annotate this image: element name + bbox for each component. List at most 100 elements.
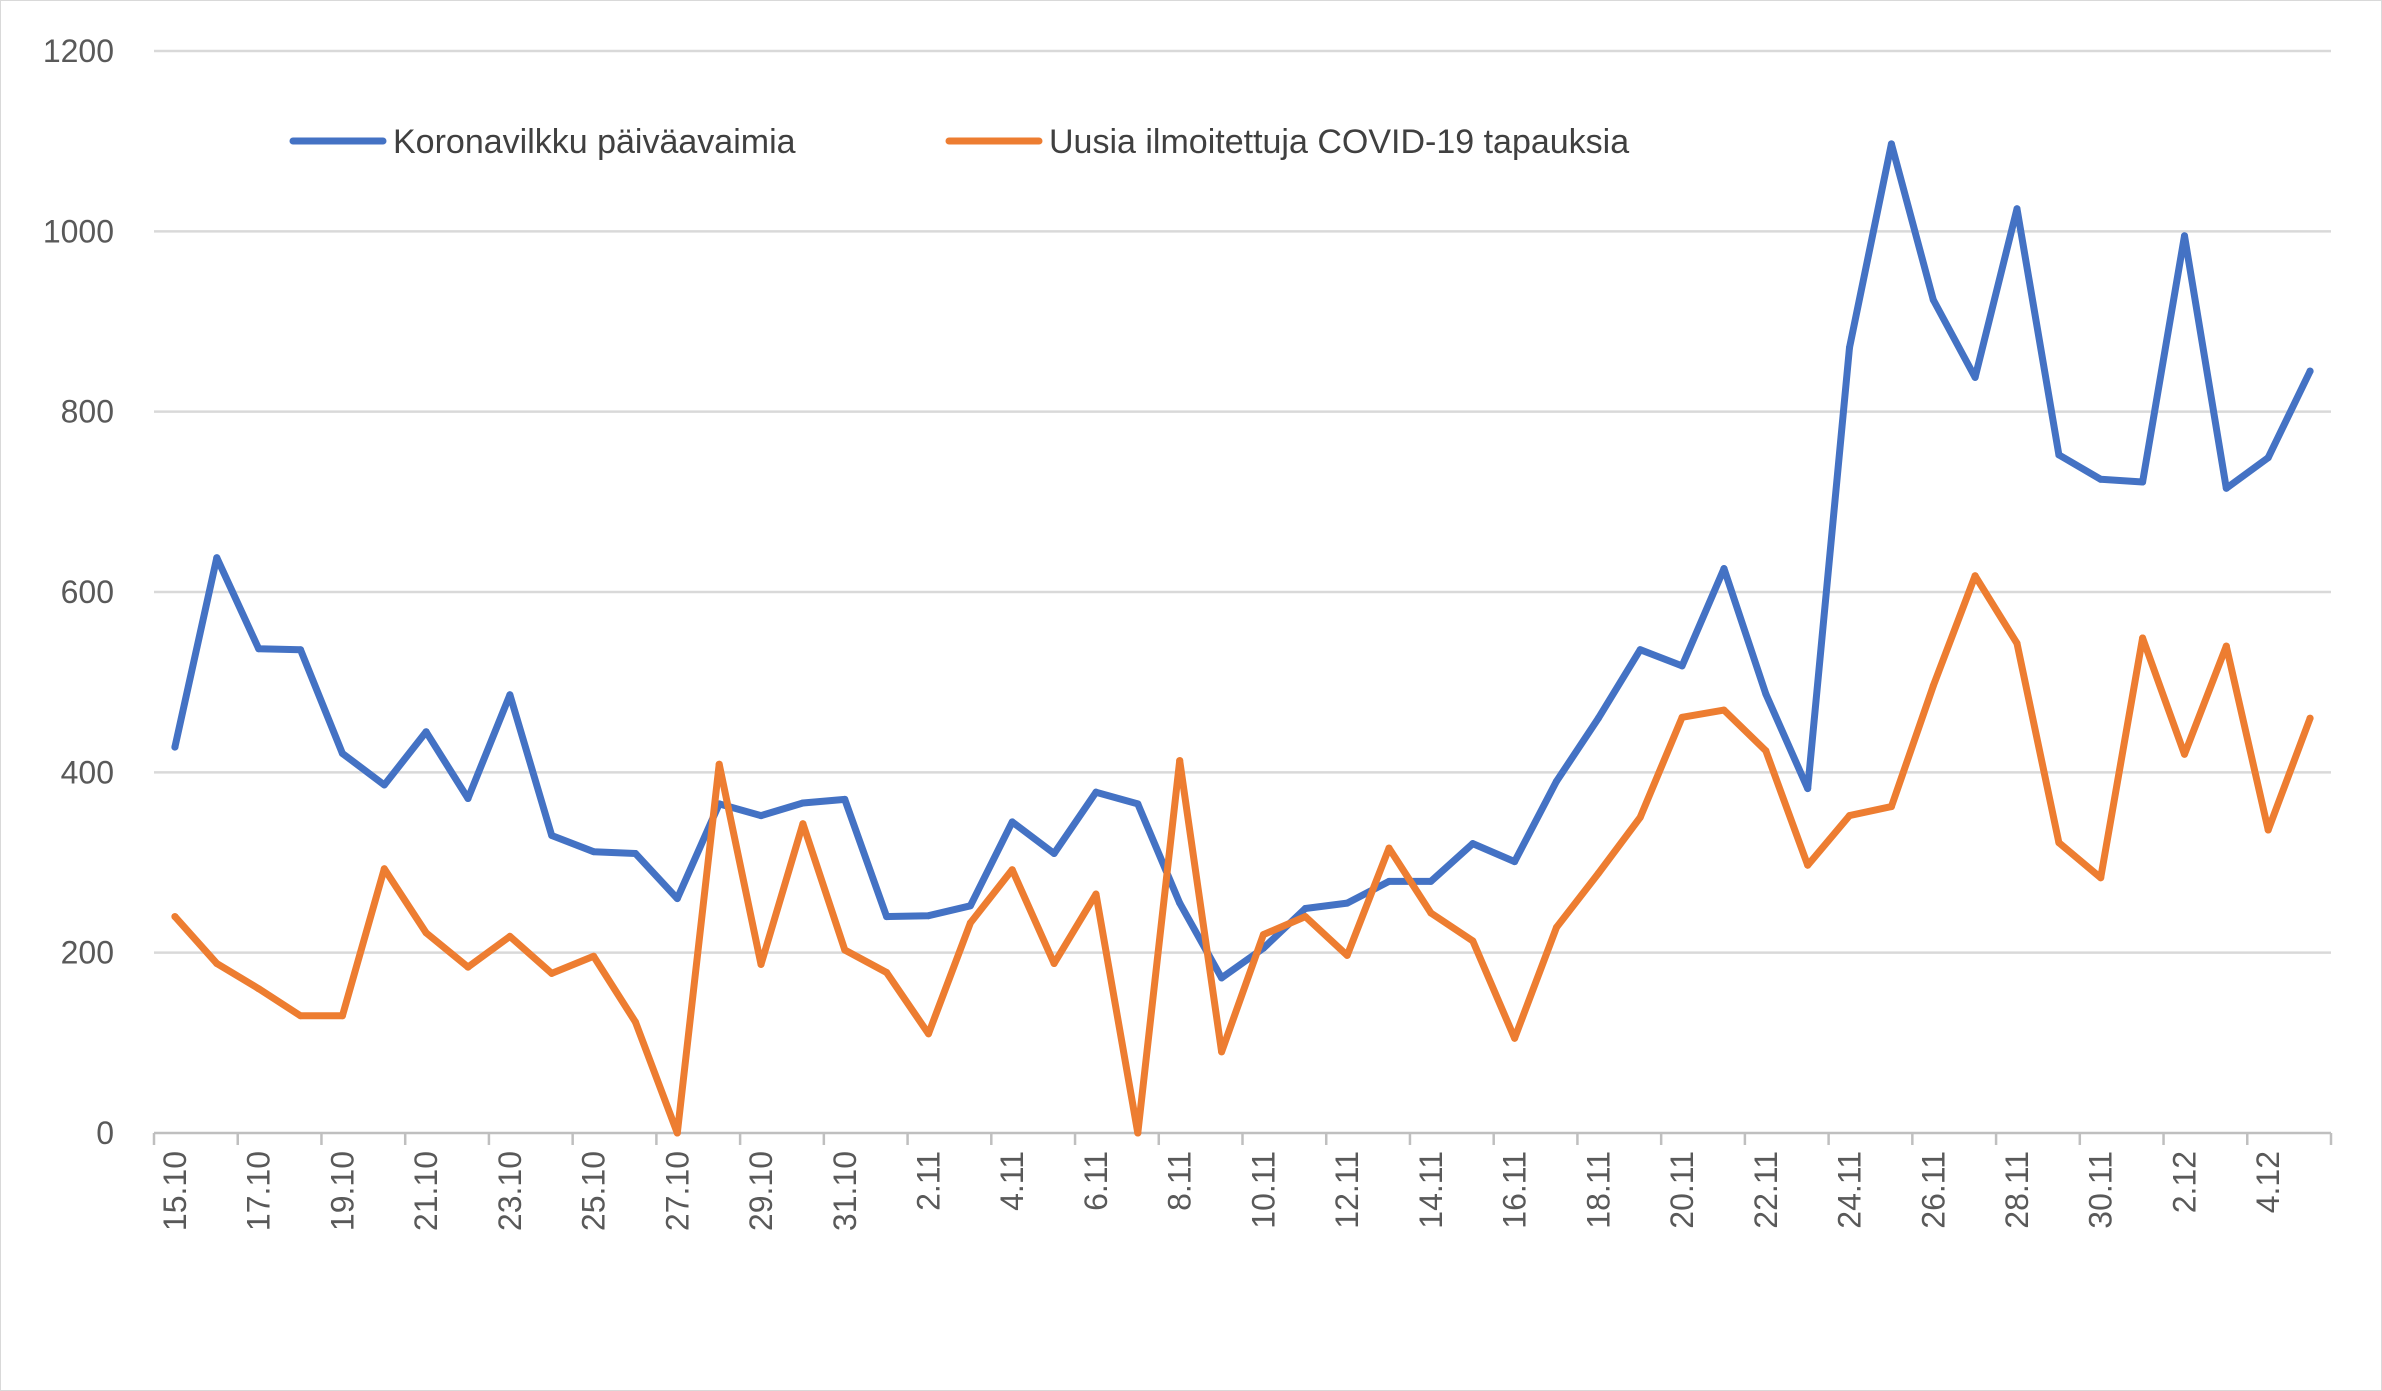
x-tick-label: 20.11 — [1664, 1151, 1700, 1229]
data-point-s1-30 — [1427, 909, 1435, 917]
data-point-s0-28 — [1343, 899, 1351, 907]
x-tick-label: 19.10 — [324, 1151, 360, 1231]
data-point-s0-38 — [1762, 690, 1770, 698]
data-point-s0-8 — [506, 691, 514, 699]
data-point-s1-41 — [1887, 803, 1895, 811]
data-point-s0-6 — [422, 728, 430, 736]
y-tick-label-0: 0 — [96, 1115, 114, 1151]
data-point-s1-3 — [297, 1012, 305, 1020]
data-point-s1-40 — [1846, 812, 1854, 820]
data-point-s1-28 — [1343, 951, 1351, 959]
data-point-s1-46 — [2097, 874, 2105, 882]
data-point-s1-29 — [1385, 844, 1393, 852]
x-tick-label: 25.10 — [576, 1151, 612, 1231]
x-tick-label: 10.11 — [1245, 1151, 1281, 1229]
x-tick-label: 26.11 — [1915, 1151, 1951, 1229]
data-point-s1-31 — [1469, 937, 1477, 945]
gridlines — [154, 49, 2331, 954]
legend-label-covid-cases: Uusia ilmoitettuja COVID-19 tapauksia — [1049, 123, 1629, 161]
data-point-s0-10 — [590, 848, 598, 856]
data-point-s1-1 — [213, 959, 221, 967]
data-point-s0-17 — [883, 913, 891, 921]
x-axis: 15.10 17.10 19.10 21.10 23.10 25.10 27.10 29.10… — [152, 1131, 2333, 1231]
series-line-1 — [171, 572, 2314, 1137]
data-point-s1-8 — [506, 932, 514, 940]
legend: Koronavilkku päiväavaimia Uusia ilmoitet… — [289, 123, 1629, 161]
x-tick-label: 2.12 — [2166, 1151, 2202, 1213]
data-point-s0-34 — [1594, 714, 1602, 722]
data-point-s0-9 — [548, 831, 556, 839]
data-point-s1-27 — [1301, 913, 1309, 921]
x-tick-label: 2.11 — [911, 1151, 947, 1211]
x-tick-label: 6.11 — [1078, 1151, 1114, 1211]
y-tick-label-600: 600 — [61, 574, 114, 610]
data-point-s1-2 — [255, 985, 263, 993]
data-point-s0-37 — [1720, 565, 1728, 573]
data-point-s1-17 — [883, 969, 891, 977]
data-point-s0-51 — [2306, 367, 2314, 375]
data-point-s0-23 — [1134, 800, 1142, 808]
data-point-s0-42 — [1929, 296, 1937, 304]
x-tick-label: 8.11 — [1162, 1151, 1198, 1211]
data-point-s0-36 — [1678, 662, 1686, 670]
x-tick-label: 16.11 — [1497, 1151, 1533, 1229]
data-point-s0-14 — [757, 812, 765, 820]
data-point-s0-43 — [1971, 373, 1979, 381]
data-point-s0-39 — [1804, 785, 1812, 793]
data-point-s0-25 — [1218, 974, 1226, 982]
data-point-s0-4 — [338, 749, 346, 757]
x-tick-label: 22.11 — [1748, 1151, 1784, 1229]
data-point-s0-44 — [2013, 205, 2021, 213]
x-tick-label: 14.11 — [1413, 1151, 1449, 1229]
x-tick-label: 27.10 — [659, 1151, 695, 1231]
x-tick-label: 28.11 — [1999, 1151, 2035, 1229]
data-point-s0-35 — [1636, 646, 1644, 654]
data-point-s0-41 — [1887, 140, 1895, 148]
data-point-s1-33 — [1552, 923, 1560, 931]
data-point-s1-7 — [464, 963, 472, 971]
data-point-s1-42 — [1929, 682, 1937, 690]
data-point-s1-21 — [1050, 959, 1058, 967]
data-point-s0-2 — [255, 645, 263, 653]
data-point-s0-1 — [213, 554, 221, 562]
data-point-s0-24 — [1176, 899, 1184, 907]
data-point-s0-12 — [673, 895, 681, 903]
data-point-s0-7 — [464, 794, 472, 802]
data-point-s1-18 — [925, 1030, 933, 1038]
data-point-s0-20 — [1008, 818, 1016, 826]
x-tick-label: 15.10 — [157, 1151, 193, 1231]
data-point-s1-15 — [799, 820, 807, 828]
data-point-s1-5 — [380, 865, 388, 873]
x-tick-label: 12.11 — [1329, 1151, 1365, 1229]
data-point-s1-50 — [2264, 826, 2272, 834]
x-tick-label: 4.11 — [994, 1151, 1030, 1211]
data-point-s1-14 — [757, 960, 765, 968]
data-point-s0-33 — [1552, 777, 1560, 785]
data-point-s0-46 — [2097, 475, 2105, 483]
data-point-s1-43 — [1971, 572, 1979, 580]
series-line-0 — [171, 140, 2314, 982]
x-tick-label: 29.10 — [743, 1151, 779, 1231]
data-point-s0-15 — [799, 799, 807, 807]
x-tick-label: 17.10 — [241, 1151, 277, 1231]
data-point-s0-29 — [1385, 877, 1393, 885]
data-point-s0-3 — [297, 646, 305, 654]
x-tick-label: 24.11 — [1832, 1151, 1868, 1229]
data-point-s1-49 — [2222, 642, 2230, 650]
data-point-s0-22 — [1092, 788, 1100, 796]
data-point-s1-22 — [1092, 890, 1100, 898]
data-point-s0-16 — [841, 795, 849, 803]
data-point-s1-34 — [1594, 869, 1602, 877]
data-point-s0-27 — [1301, 904, 1309, 912]
x-tick-label: 4.12 — [2250, 1151, 2286, 1213]
y-tick-label-1200: 1200 — [43, 33, 114, 69]
data-point-s0-18 — [925, 912, 933, 920]
data-point-s1-4 — [338, 1012, 346, 1020]
data-point-s1-37 — [1720, 706, 1728, 714]
data-point-s0-0 — [171, 743, 179, 751]
data-point-s0-48 — [2180, 232, 2188, 240]
series-lines — [171, 140, 2314, 1137]
data-point-s1-12 — [673, 1129, 681, 1137]
data-point-s1-51 — [2306, 714, 2314, 722]
